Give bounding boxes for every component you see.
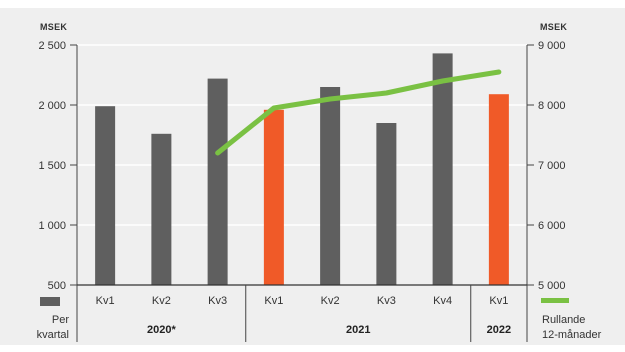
- year-label: 2020*: [147, 324, 176, 336]
- plot-background: [0, 8, 625, 345]
- axes: 2 500 9 000 2 000 8 000 1 500 7 000 1 000 6 000…: [38, 40, 566, 342]
- left-tick-label: 1 000: [38, 220, 66, 232]
- right-tick-label: 5 000: [538, 280, 566, 292]
- category-label: Kv1: [96, 295, 115, 307]
- bar: [488, 94, 509, 285]
- bar: [207, 78, 228, 285]
- bar: [95, 106, 116, 285]
- bar: [151, 133, 172, 285]
- rolling-line: [215, 69, 502, 156]
- left-axis-unit: MSEK: [40, 22, 67, 32]
- right-tick-label: 9 000: [538, 40, 566, 52]
- category-label: Kv1: [264, 295, 283, 307]
- right-tick-label: 6 000: [538, 220, 566, 232]
- left-tick-label: 2 000: [38, 100, 66, 112]
- category-label: Kv1: [489, 295, 508, 307]
- category-label: Kv3: [208, 295, 227, 307]
- category-label: Kv4: [433, 295, 452, 307]
- bar: [432, 53, 453, 286]
- legend-line-label-line1: Rullande: [542, 314, 585, 326]
- legend-bar-label-line1: Per: [52, 314, 69, 326]
- right-tick-label: 7 000: [538, 160, 566, 172]
- bar: [320, 87, 341, 285]
- left-tick-label: 2 500: [38, 40, 66, 52]
- right-axis-unit: MSEK: [540, 22, 567, 32]
- right-tick-label: 8 000: [538, 100, 566, 112]
- category-label: Kv2: [152, 295, 171, 307]
- left-tick-label: 1 500: [38, 160, 66, 172]
- year-label: 2021: [346, 324, 370, 336]
- legend-line-label-line2: 12-månader: [542, 329, 602, 341]
- category-label: Kv2: [321, 295, 340, 307]
- bars: [95, 53, 509, 286]
- legend-line-swatch: [541, 298, 569, 303]
- legend: Per kvartal Rullande 12-månader: [37, 297, 602, 341]
- bar: [376, 123, 397, 285]
- bar: [263, 109, 284, 285]
- year-label: 2022: [487, 324, 511, 336]
- legend-bar-label-line2: kvartal: [37, 329, 69, 341]
- legend-bar-swatch: [40, 297, 60, 306]
- left-tick-label: 500: [48, 280, 66, 292]
- category-label: Kv3: [377, 295, 396, 307]
